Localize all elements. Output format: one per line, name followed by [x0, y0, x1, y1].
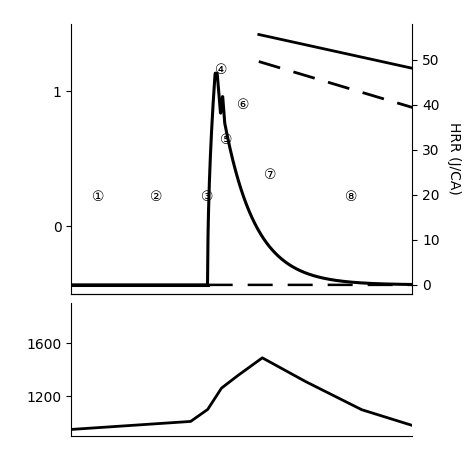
Text: ④: ④ — [215, 63, 228, 77]
Text: ③: ③ — [201, 190, 214, 204]
Y-axis label: HRR (J/CA): HRR (J/CA) — [447, 122, 461, 195]
Text: ⑧: ⑧ — [345, 190, 357, 204]
Text: ②: ② — [150, 190, 163, 204]
Text: ①: ① — [92, 190, 105, 204]
Text: ⑦: ⑦ — [264, 168, 277, 182]
Text: ⑥: ⑥ — [237, 98, 250, 112]
Text: ⑤: ⑤ — [220, 133, 233, 147]
